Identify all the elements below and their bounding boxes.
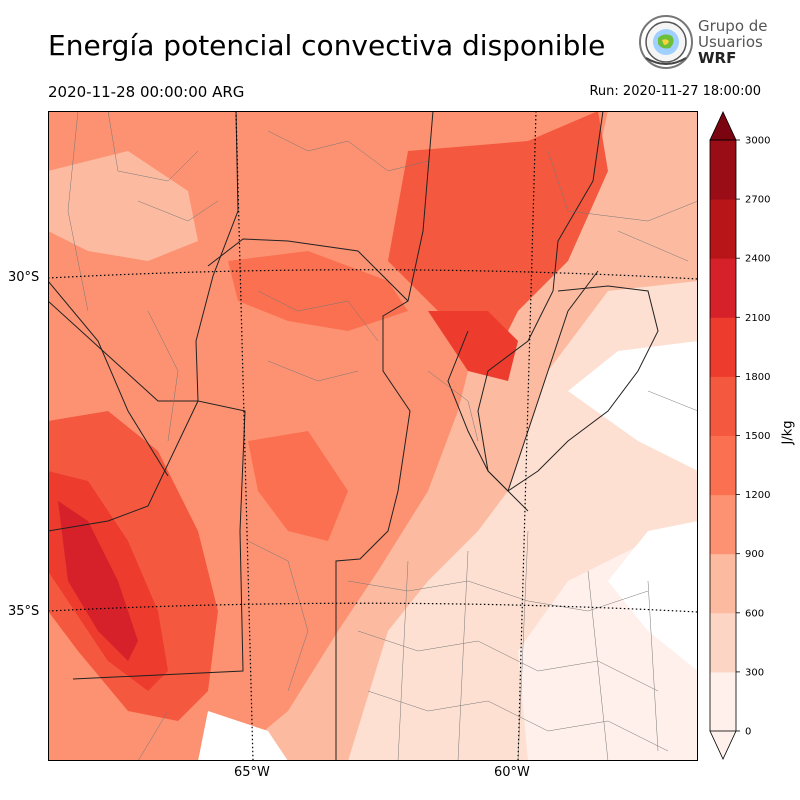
colorbar-segment: [710, 317, 736, 377]
colorbar-tick-label: 0: [745, 727, 751, 738]
lat-label-35s: 35°S: [8, 604, 40, 619]
colorbar-segment: [710, 376, 736, 436]
colorbar-tick-label: 600: [745, 608, 764, 619]
colorbar-tick-label: 3000: [745, 136, 770, 147]
run-time: Run: 2020-11-27 18:00:00: [589, 84, 761, 99]
logo-line1: Grupo de: [698, 17, 768, 35]
cape-zero-field: [568, 341, 698, 471]
colorbar-tick-label: 1500: [745, 431, 770, 442]
lon-label-60w: 60°W: [494, 765, 530, 780]
colorbar-tick-label: 2400: [745, 254, 770, 265]
department-borders: [67, 111, 698, 761]
colorbar-min-extension: [709, 730, 737, 760]
colorbar-tick-label: 900: [745, 549, 764, 560]
valid-time: 2020-11-28 00:00:00 ARG: [48, 83, 245, 101]
map-title: Energía potencial convectiva disponible: [48, 29, 606, 62]
colorbar-svg: 0 300 600 900 1200 1500 1800 2100 2400 2700 3000: [709, 111, 770, 760]
cape-zero-south: [198, 711, 288, 761]
colorbar-max-extension: [709, 111, 737, 141]
colorbar-segment: [710, 199, 736, 259]
cape-zero-field-2: [608, 521, 698, 671]
globe-icon: [639, 15, 693, 69]
logo-line3: WRF: [698, 49, 737, 67]
cape-high-northeast: [388, 111, 608, 371]
cape-map-svg: [48, 111, 698, 761]
province-borders: [48, 111, 659, 761]
colorbar-tick-label: 1800: [745, 372, 770, 383]
cape-high-central-south: [248, 431, 348, 541]
colorbar-segment: [710, 671, 736, 732]
cape-peak-west: [58, 501, 138, 661]
lon-label-65w: 65°W: [234, 765, 270, 780]
cape-light-northwest: [48, 151, 198, 261]
graticule: [48, 111, 698, 761]
cape-peak-northeast: [428, 311, 518, 381]
colorbar-segment: [710, 612, 736, 673]
colorbar-segment: [710, 435, 736, 496]
colorbar-segment: [710, 140, 736, 200]
colorbar-tick-label: 300: [745, 667, 764, 678]
lat-label-30s: 30°S: [8, 270, 40, 285]
colorbar-segment: [710, 494, 736, 555]
map-frame: [48, 111, 698, 761]
colorbar-segment: [710, 553, 736, 614]
colorbar-tick-label: 2700: [745, 195, 770, 206]
colorbar-segment: [710, 258, 736, 318]
colorbar: 0 300 600 900 1200 1500 1800 2100 2400 2700 3000: [708, 110, 788, 770]
colorbar-tick-label: 2100: [745, 313, 770, 324]
cape-map: [48, 111, 698, 761]
colorbar-tick-label: 1200: [745, 490, 770, 501]
colorbar-unit: J/kg: [780, 420, 796, 445]
logo-line2: Usuarios: [698, 33, 763, 51]
wrf-logo: Grupo de Usuarios WRF: [638, 14, 768, 76]
